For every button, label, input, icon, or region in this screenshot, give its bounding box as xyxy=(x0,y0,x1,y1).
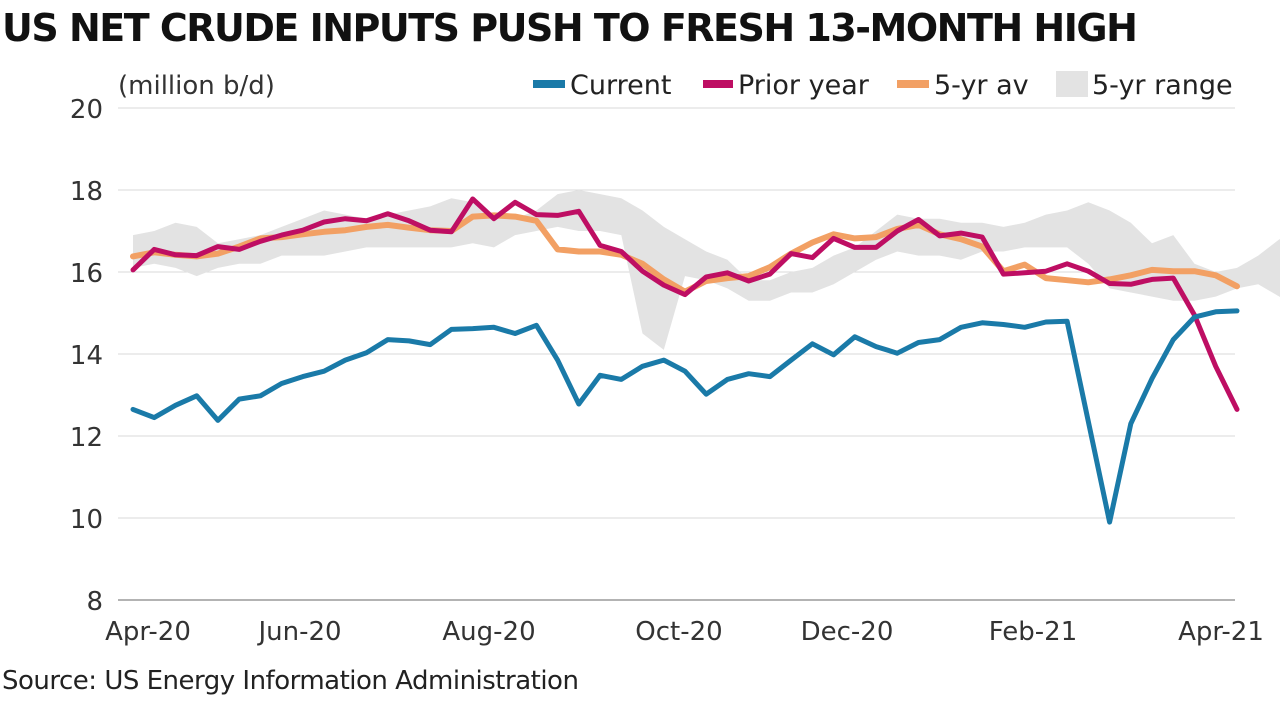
y-axis-unit-label: (million b/d) xyxy=(118,71,275,101)
legend: Current Prior year 5-yr av 5-yr range xyxy=(533,70,1233,101)
legend-label-5yr-av: 5-yr av xyxy=(934,70,1029,101)
five-year-range-area xyxy=(133,190,1280,350)
x-tick-label: Oct-20 xyxy=(635,617,722,647)
legend-swatch-5yr-range xyxy=(1056,71,1088,97)
legend-label-current: Current xyxy=(570,70,671,101)
series-line-prior-year xyxy=(130,196,1240,412)
series-lines xyxy=(130,196,1240,525)
source-note: Source: US Energy Information Administra… xyxy=(2,666,579,696)
x-tick-label: Aug-20 xyxy=(442,617,535,647)
x-tick-label: Apr-21 xyxy=(1178,617,1264,647)
y-tick-label: 18 xyxy=(70,177,103,207)
y-tick-label: 20 xyxy=(70,95,103,125)
y-tick-label: 12 xyxy=(70,423,103,453)
x-axis-ticks: Apr-20 Jun-20 Aug-20 Oct-20 Dec-20 Feb-21 Apr-… xyxy=(105,617,1264,647)
y-axis-ticks: 8 10 12 14 16 18 20 xyxy=(70,95,103,617)
x-tick-label: Feb-21 xyxy=(989,617,1078,647)
x-tick-label: Dec-20 xyxy=(801,617,894,647)
legend-label-5yr-range: 5-yr range xyxy=(1092,70,1233,101)
x-tick-label: Jun-20 xyxy=(256,617,341,647)
series-line-current xyxy=(130,308,1240,525)
x-tick-label: Apr-20 xyxy=(105,617,191,647)
y-tick-label: 10 xyxy=(70,505,103,535)
y-tick-label: 16 xyxy=(70,259,103,289)
chart-title: US NET CRUDE INPUTS PUSH TO FRESH 13-MON… xyxy=(2,6,1138,50)
legend-label-prior-year: Prior year xyxy=(738,70,870,101)
gridlines xyxy=(118,107,1235,601)
y-tick-label: 8 xyxy=(86,587,103,617)
y-tick-label: 14 xyxy=(70,341,103,371)
